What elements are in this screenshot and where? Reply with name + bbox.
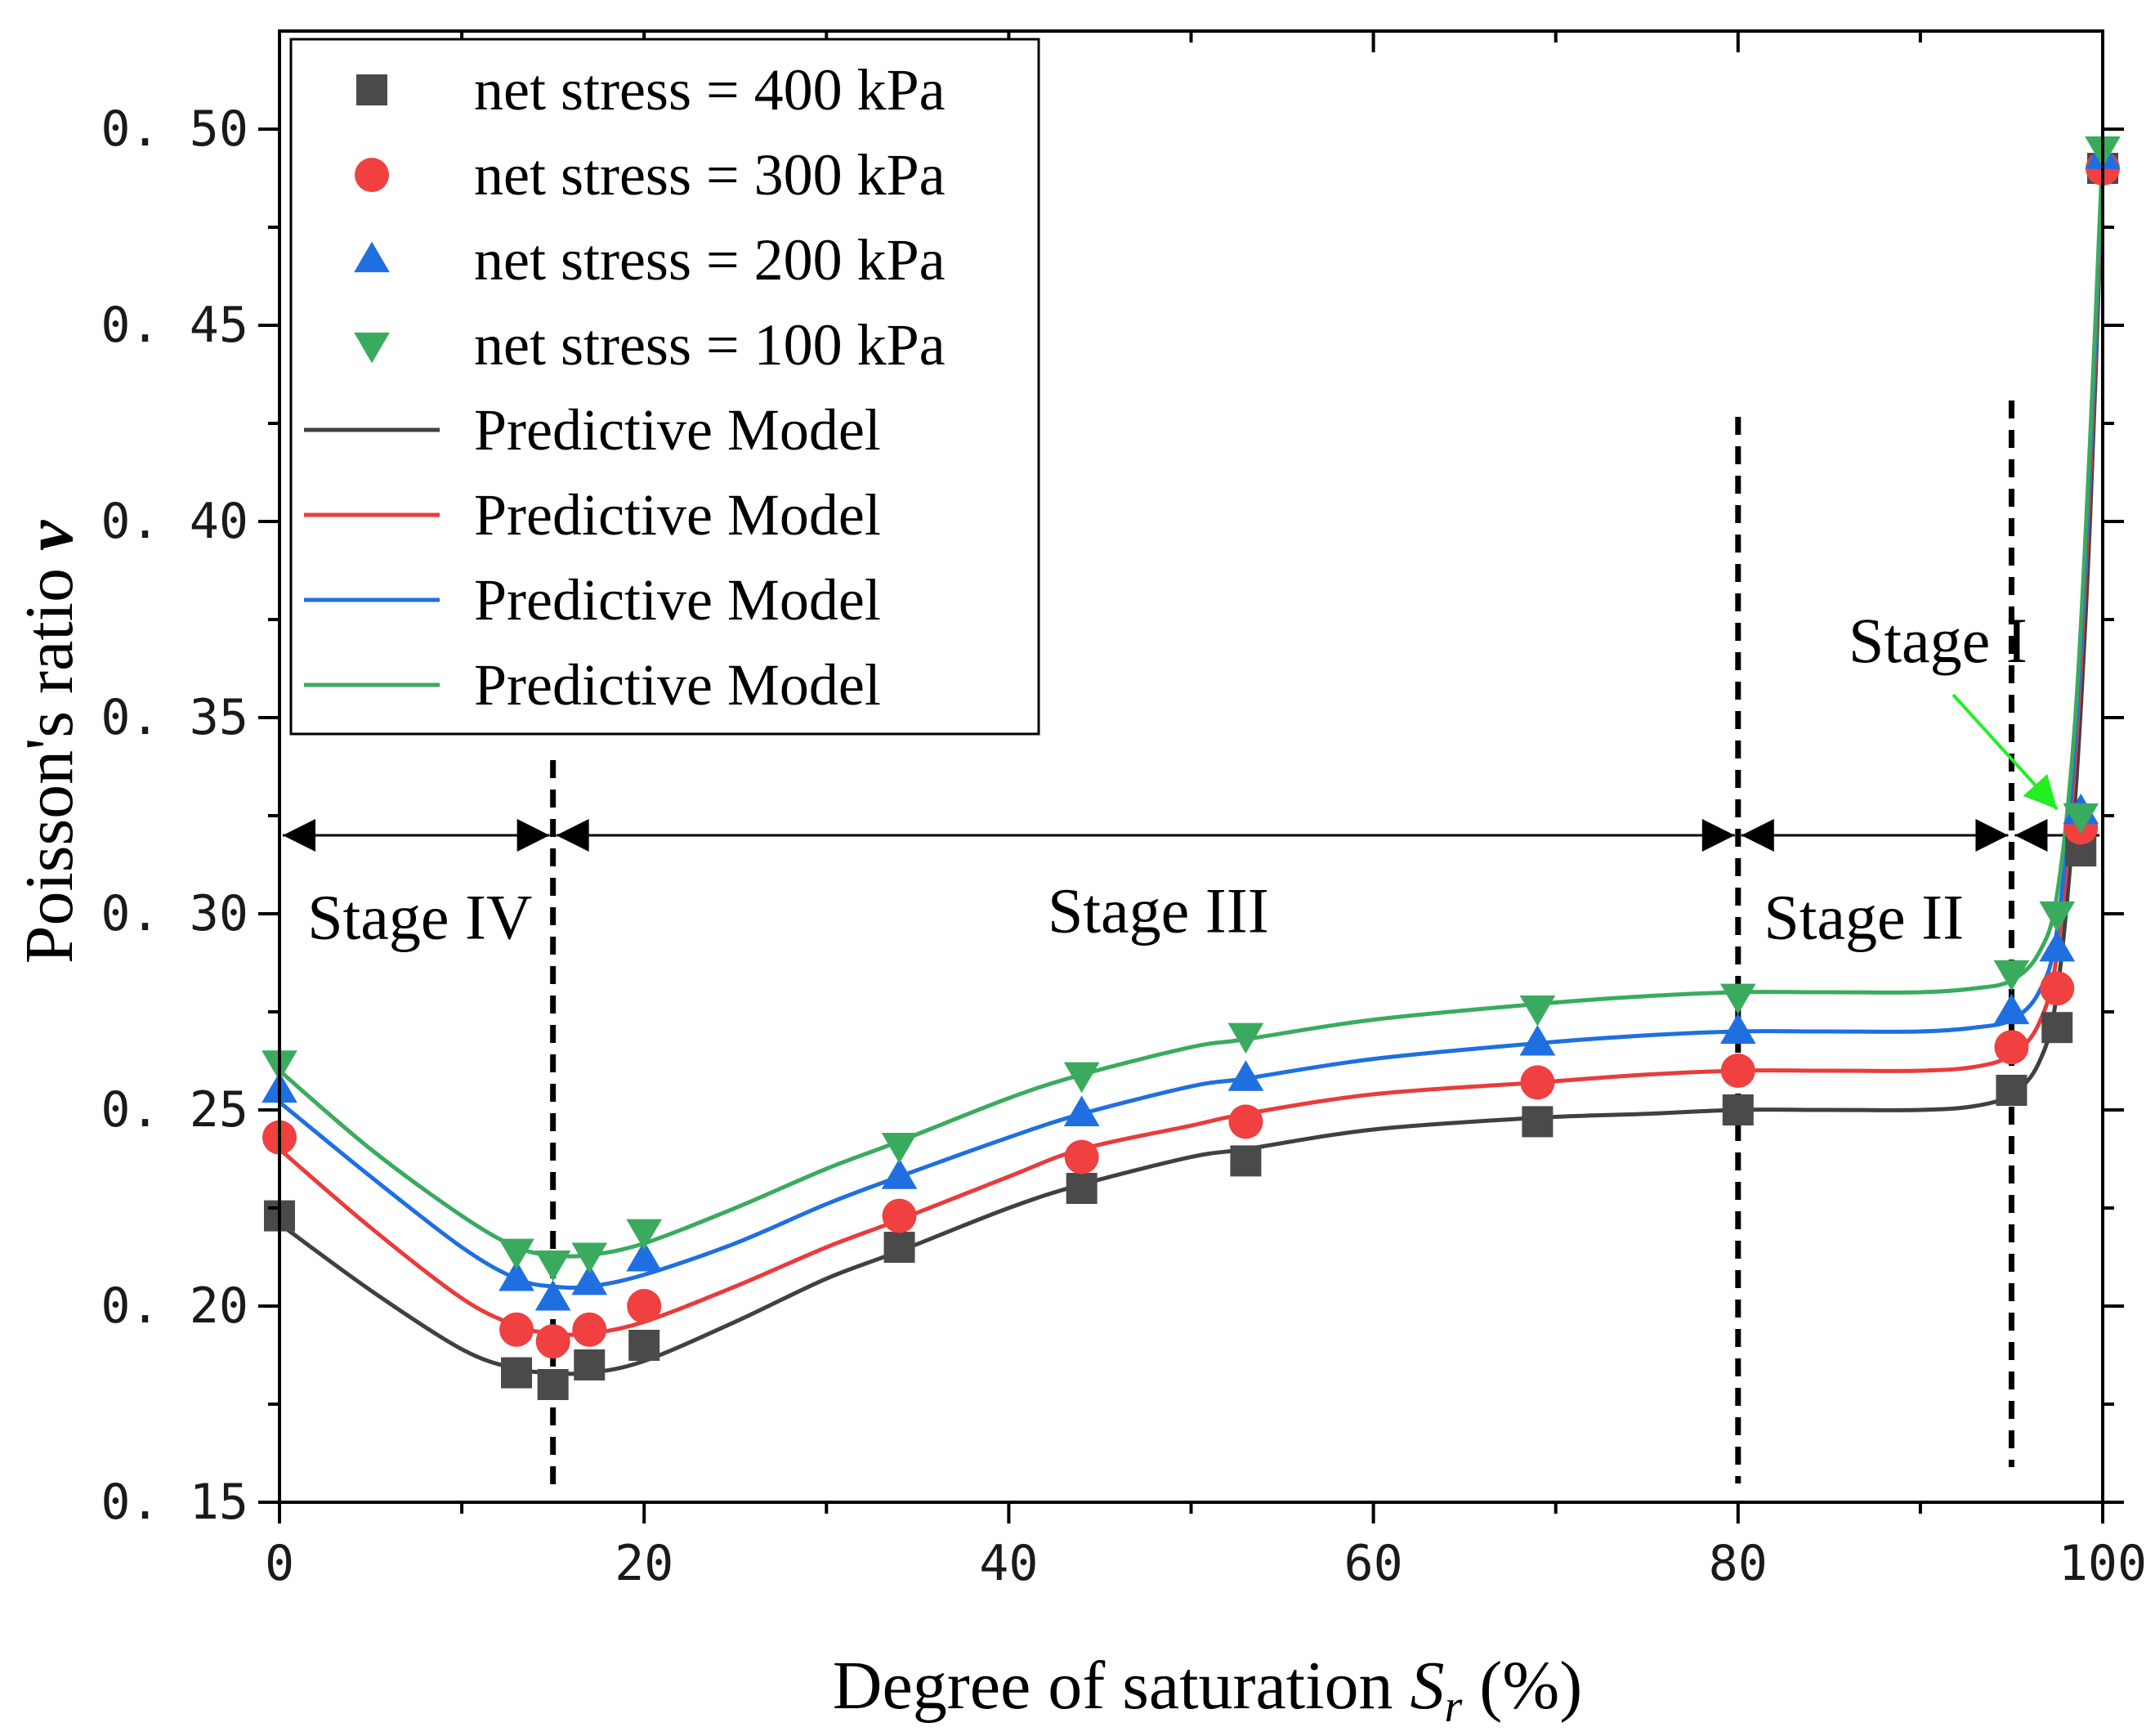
legend-label: net stress = 200 kPa	[474, 227, 946, 293]
x-tick-label: 40	[979, 1535, 1038, 1592]
data-point	[1519, 996, 1556, 1027]
data-point	[1994, 1030, 2029, 1065]
annotation-arrow	[1952, 693, 2059, 811]
data-point	[1996, 1075, 2028, 1106]
stage-i-annotation: Stage I	[1849, 605, 2028, 676]
data-point	[1993, 993, 2030, 1025]
legend-label: net stress = 100 kPa	[474, 312, 946, 378]
data-point	[881, 1133, 918, 1164]
data-point	[535, 1324, 570, 1359]
legend-label: Predictive Model	[474, 567, 881, 633]
y-tick-label: 0. 15	[101, 1474, 248, 1531]
data-point	[626, 1219, 663, 1251]
data-point	[1720, 1054, 1755, 1088]
legend-marker	[356, 74, 387, 105]
x-tick-label: 60	[1344, 1535, 1402, 1592]
data-point	[1993, 960, 2030, 991]
y-axis-title: Poisson's ratio v	[11, 519, 87, 964]
data-point	[1227, 1022, 1264, 1054]
legend: net stress = 400 kPa net stress = 300 kPa…	[289, 38, 1040, 736]
data-point	[881, 1158, 918, 1189]
legend-label: net stress = 400 kPa	[474, 57, 946, 123]
y-tick-label: 0. 40	[101, 493, 248, 550]
data-point	[1230, 1145, 1262, 1177]
data-point	[1519, 1025, 1556, 1056]
data-point	[499, 1260, 534, 1291]
y-tick-label: 0. 50	[101, 101, 248, 158]
data-point	[628, 1330, 660, 1361]
y-tick-label: 0. 25	[101, 1081, 248, 1139]
x-tick-label: 0	[265, 1535, 294, 1592]
data-point	[1228, 1104, 1263, 1139]
data-point	[2041, 1012, 2073, 1044]
data-point	[1522, 1106, 1554, 1138]
x-tick-label: 100	[2059, 1535, 2147, 1592]
stage-label: Stage IV	[307, 881, 532, 952]
data-point	[882, 1198, 917, 1233]
axes: 0 20 40 60 80 100 0. 15 0. 20 0. 25 0. 30 0. 35 0. …	[101, 29, 2147, 1592]
data-point	[627, 1289, 662, 1323]
data-point	[1719, 1013, 1756, 1045]
data-point	[2039, 930, 2076, 962]
data-point	[2063, 803, 2099, 834]
data-point	[2040, 971, 2075, 1006]
stage-label: Stage III	[1048, 875, 1269, 946]
data-point	[1520, 1065, 1555, 1100]
data-point	[571, 1242, 608, 1273]
data-point	[1063, 1095, 1100, 1126]
data-point	[1063, 1062, 1100, 1094]
axis-labels: Degree of saturation Sr (%) Poisson's rat…	[11, 519, 1582, 1732]
x-axis-title: Degree of saturation Sr (%)	[833, 1648, 1582, 1732]
data-point	[883, 1232, 915, 1263]
x-axis-subscript: r	[1444, 1681, 1462, 1732]
data-point	[1064, 1139, 1099, 1174]
data-point	[574, 1349, 606, 1380]
y-tick-label: 0. 20	[101, 1277, 248, 1335]
data-point	[626, 1241, 663, 1272]
y-tick-label: 0. 30	[101, 885, 248, 942]
legend-label: Predictive Model	[474, 397, 881, 463]
y-tick-label: 0. 35	[101, 689, 248, 746]
data-point	[1722, 1094, 1754, 1125]
legend-marker	[354, 332, 390, 364]
data-point	[572, 1312, 607, 1347]
data-point	[501, 1357, 533, 1389]
y-tick-label: 0. 45	[101, 297, 248, 354]
x-tick-label: 20	[615, 1535, 673, 1592]
legend-label: net stress = 300 kPa	[474, 142, 946, 208]
y-axis-title-text: Poisson's ratio	[11, 551, 87, 964]
data-point	[1719, 983, 1756, 1015]
y-axis-symbol: v	[11, 519, 87, 551]
legend-label: Predictive Model	[474, 482, 881, 548]
x-tick-label: 80	[1709, 1535, 1768, 1592]
data-point	[499, 1238, 534, 1270]
legend-marker	[355, 158, 389, 192]
legend-label: Predictive Model	[474, 652, 881, 718]
data-point	[499, 1312, 534, 1347]
data-point	[571, 1264, 608, 1295]
stage-layer: Stage IV Stage III Stage II Stage I	[283, 400, 2099, 1492]
data-point	[534, 1251, 571, 1282]
x-axis-title-text: Degree of saturation	[833, 1648, 1411, 1724]
x-axis-symbol: S	[1410, 1648, 1444, 1724]
data-point	[1227, 1060, 1264, 1091]
legend-box	[289, 38, 1040, 736]
x-axis-unit: (%)	[1462, 1648, 1582, 1724]
data-point	[2039, 901, 2076, 933]
data-point	[537, 1369, 569, 1400]
stage-label: Stage II	[1764, 881, 1964, 952]
data-point	[1066, 1173, 1098, 1204]
legend-marker	[354, 241, 390, 273]
data-point	[534, 1280, 571, 1311]
